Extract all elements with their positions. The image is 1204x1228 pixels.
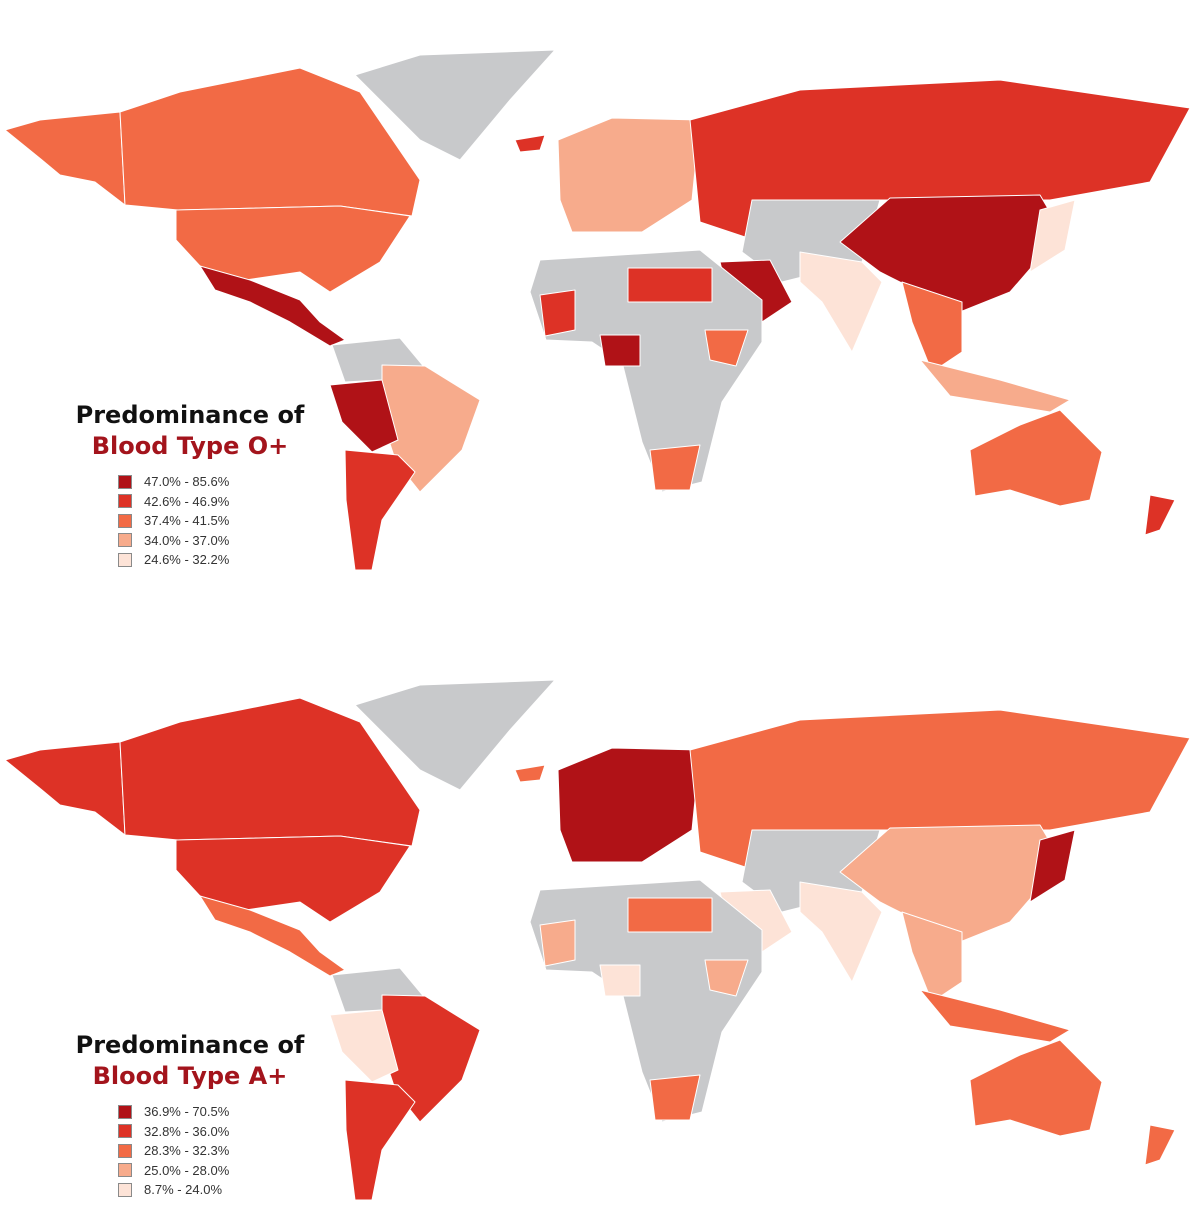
region-iceland <box>514 134 546 153</box>
region-new-zealand <box>1144 494 1176 536</box>
swatch <box>118 1143 132 1158</box>
legend-item: 24.6% - 32.2% <box>118 550 320 570</box>
region-nigeria <box>599 334 641 367</box>
swatch <box>118 533 132 548</box>
region-peru-bolivia <box>329 1009 399 1083</box>
region-south-africa <box>649 444 701 491</box>
swatch <box>118 513 132 528</box>
region-africa <box>529 879 763 1123</box>
legend-item: 37.4% - 41.5% <box>118 511 320 531</box>
region-greenland <box>354 679 556 791</box>
legend-item: 36.9% - 70.5% <box>118 1102 320 1122</box>
legend-title: Predominance of <box>75 401 305 429</box>
world-map-blood-type-o <box>4 49 1191 571</box>
legend-subtitle: Blood Type O+ <box>91 432 289 460</box>
region-europe <box>557 117 701 233</box>
region-mexico <box>199 895 346 977</box>
swatch <box>118 1163 132 1178</box>
region-usa <box>175 205 411 293</box>
legend-item: 28.3% - 32.3% <box>118 1141 320 1161</box>
swatch <box>118 1104 132 1119</box>
legend-title: Predominance of <box>75 1031 305 1059</box>
region-southeast-asia <box>901 281 963 373</box>
region-indonesia <box>919 359 1071 413</box>
legend-item: 34.0% - 37.0% <box>118 531 320 551</box>
region-ethiopia <box>704 329 749 367</box>
swatch <box>118 474 132 489</box>
legend-item: 8.7% - 24.0% <box>118 1180 320 1200</box>
swatch <box>118 1124 132 1139</box>
region-ethiopia <box>704 959 749 997</box>
region-mexico <box>199 265 346 347</box>
region-greenland <box>354 49 556 161</box>
region-japan <box>1029 829 1076 903</box>
region-nigeria <box>599 964 641 997</box>
region-alaska <box>4 111 126 206</box>
region-india <box>799 881 883 983</box>
region-north-africa <box>627 897 713 933</box>
region-iceland <box>514 764 546 783</box>
region-japan <box>1029 199 1076 273</box>
legend-item: 42.6% - 46.9% <box>118 492 320 512</box>
region-peru-bolivia <box>329 379 399 453</box>
legend-item: 47.0% - 85.6% <box>118 472 320 492</box>
legend-item: 32.8% - 36.0% <box>118 1122 320 1142</box>
region-alaska <box>4 741 126 836</box>
region-north-africa <box>627 267 713 303</box>
swatch <box>118 552 132 567</box>
region-southeast-asia <box>901 911 963 1003</box>
region-mali <box>539 289 576 337</box>
legend-subtitle: Blood Type A+ <box>92 1062 288 1090</box>
region-canada <box>119 697 421 847</box>
legend-blood-type-o: Predominance of Blood Type O+ 47.0% - 85… <box>60 400 320 570</box>
region-africa <box>529 249 763 493</box>
region-new-zealand <box>1144 1124 1176 1166</box>
region-india <box>799 251 883 353</box>
region-indonesia <box>919 989 1071 1043</box>
region-argentina-chile <box>344 449 416 571</box>
legend-item: 25.0% - 28.0% <box>118 1161 320 1181</box>
region-australia <box>969 409 1103 507</box>
region-south-africa <box>649 1074 701 1121</box>
swatch <box>118 494 132 509</box>
region-argentina-chile <box>344 1079 416 1201</box>
region-mali <box>539 919 576 967</box>
region-canada <box>119 67 421 217</box>
swatch <box>118 1182 132 1197</box>
world-map-blood-type-a <box>4 679 1191 1201</box>
region-usa <box>175 835 411 923</box>
region-australia <box>969 1039 1103 1137</box>
legend-blood-type-a: Predominance of Blood Type A+ 36.9% - 70… <box>60 1030 320 1200</box>
region-europe <box>557 747 701 863</box>
